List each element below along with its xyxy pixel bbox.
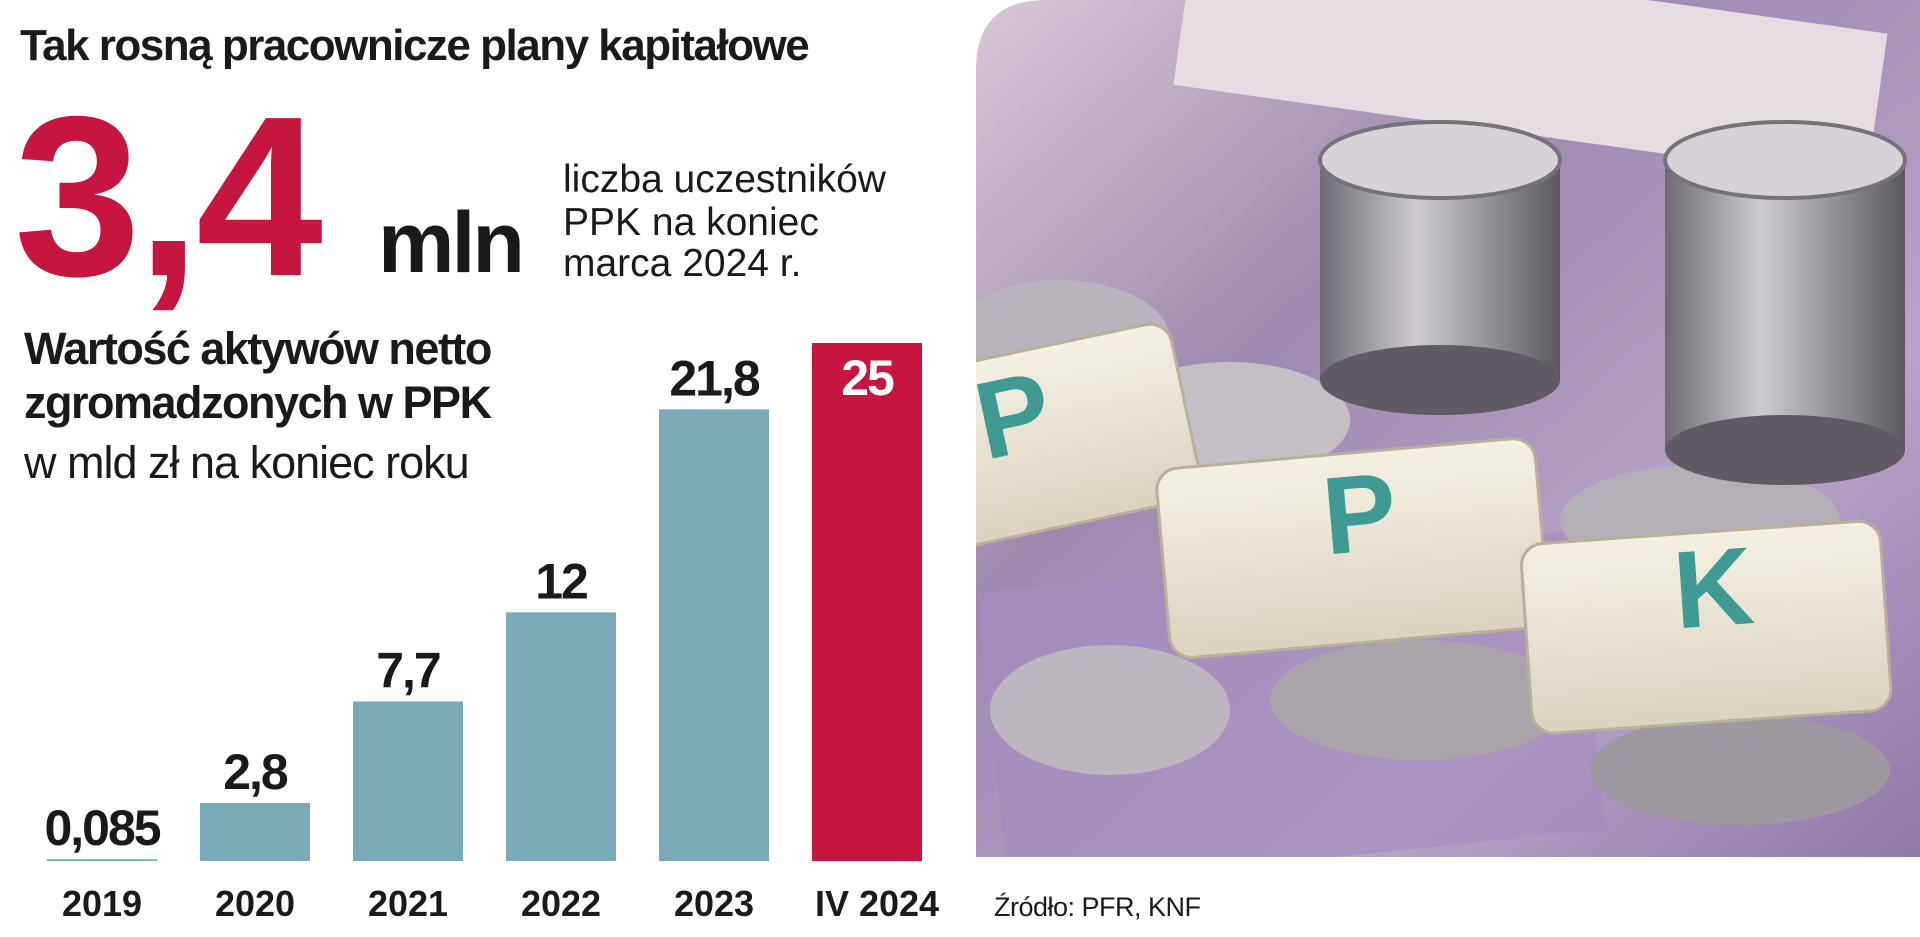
x-tick-label: 2019 — [62, 883, 142, 924]
tile-letter: K — [1670, 524, 1758, 652]
highlight-description: PPK na koniec — [563, 201, 819, 244]
bars: 2019 0,085 2020 2,8 2021 7,7 2022 12 2023 21,8 IV … — [44, 343, 939, 924]
value-label: 25 — [841, 350, 894, 406]
source: Źródło: PFR, KNF — [994, 892, 1201, 922]
highlight-description: marca 2024 r. — [563, 242, 801, 285]
coin — [990, 645, 1230, 775]
value-label: 7,7 — [376, 642, 440, 698]
tile-letter: P — [1318, 449, 1402, 578]
highlight-value: 3,4 — [14, 70, 322, 324]
highlight-description: liczba uczestników — [563, 158, 887, 201]
bar — [353, 701, 463, 861]
x-tick-label: 2021 — [368, 883, 448, 924]
coin — [1270, 640, 1570, 760]
x-tick-label: 2020 — [215, 883, 295, 924]
coin-stack — [1663, 120, 1907, 200]
value-label: 0,085 — [44, 800, 160, 856]
tile: P — [976, 322, 1202, 569]
x-tick-label: IV 2024 — [815, 883, 939, 924]
coin — [1590, 715, 1890, 825]
tile: P — [1155, 437, 1550, 659]
value-label: 2,8 — [223, 744, 288, 800]
x-tick-label: 2023 — [674, 883, 754, 924]
bar — [506, 612, 616, 861]
x-tick-label: 2022 — [521, 883, 601, 924]
bar — [659, 409, 769, 861]
coin-stack — [1320, 345, 1560, 415]
bar — [47, 859, 157, 861]
value-label: 12 — [535, 553, 587, 609]
coin-stack — [1318, 120, 1562, 200]
coin-stack — [1665, 415, 1905, 485]
banknote — [1173, 0, 1888, 183]
tile: K — [1519, 519, 1893, 735]
unit-label: w mld zł na koniec roku — [23, 437, 469, 488]
bar — [200, 802, 310, 861]
highlight-unit: mln — [378, 195, 522, 291]
chart-title: Tak rosną pracownicze plany kapitałowe — [20, 21, 808, 70]
coin-stack — [1665, 160, 1905, 450]
subtitle: Wartość aktywów netto — [24, 323, 491, 374]
subtitle: zgromadzonych w PPK — [24, 377, 493, 428]
photo: P P K — [976, 0, 1920, 857]
value-label: 21,8 — [669, 350, 760, 406]
bar — [812, 343, 922, 861]
